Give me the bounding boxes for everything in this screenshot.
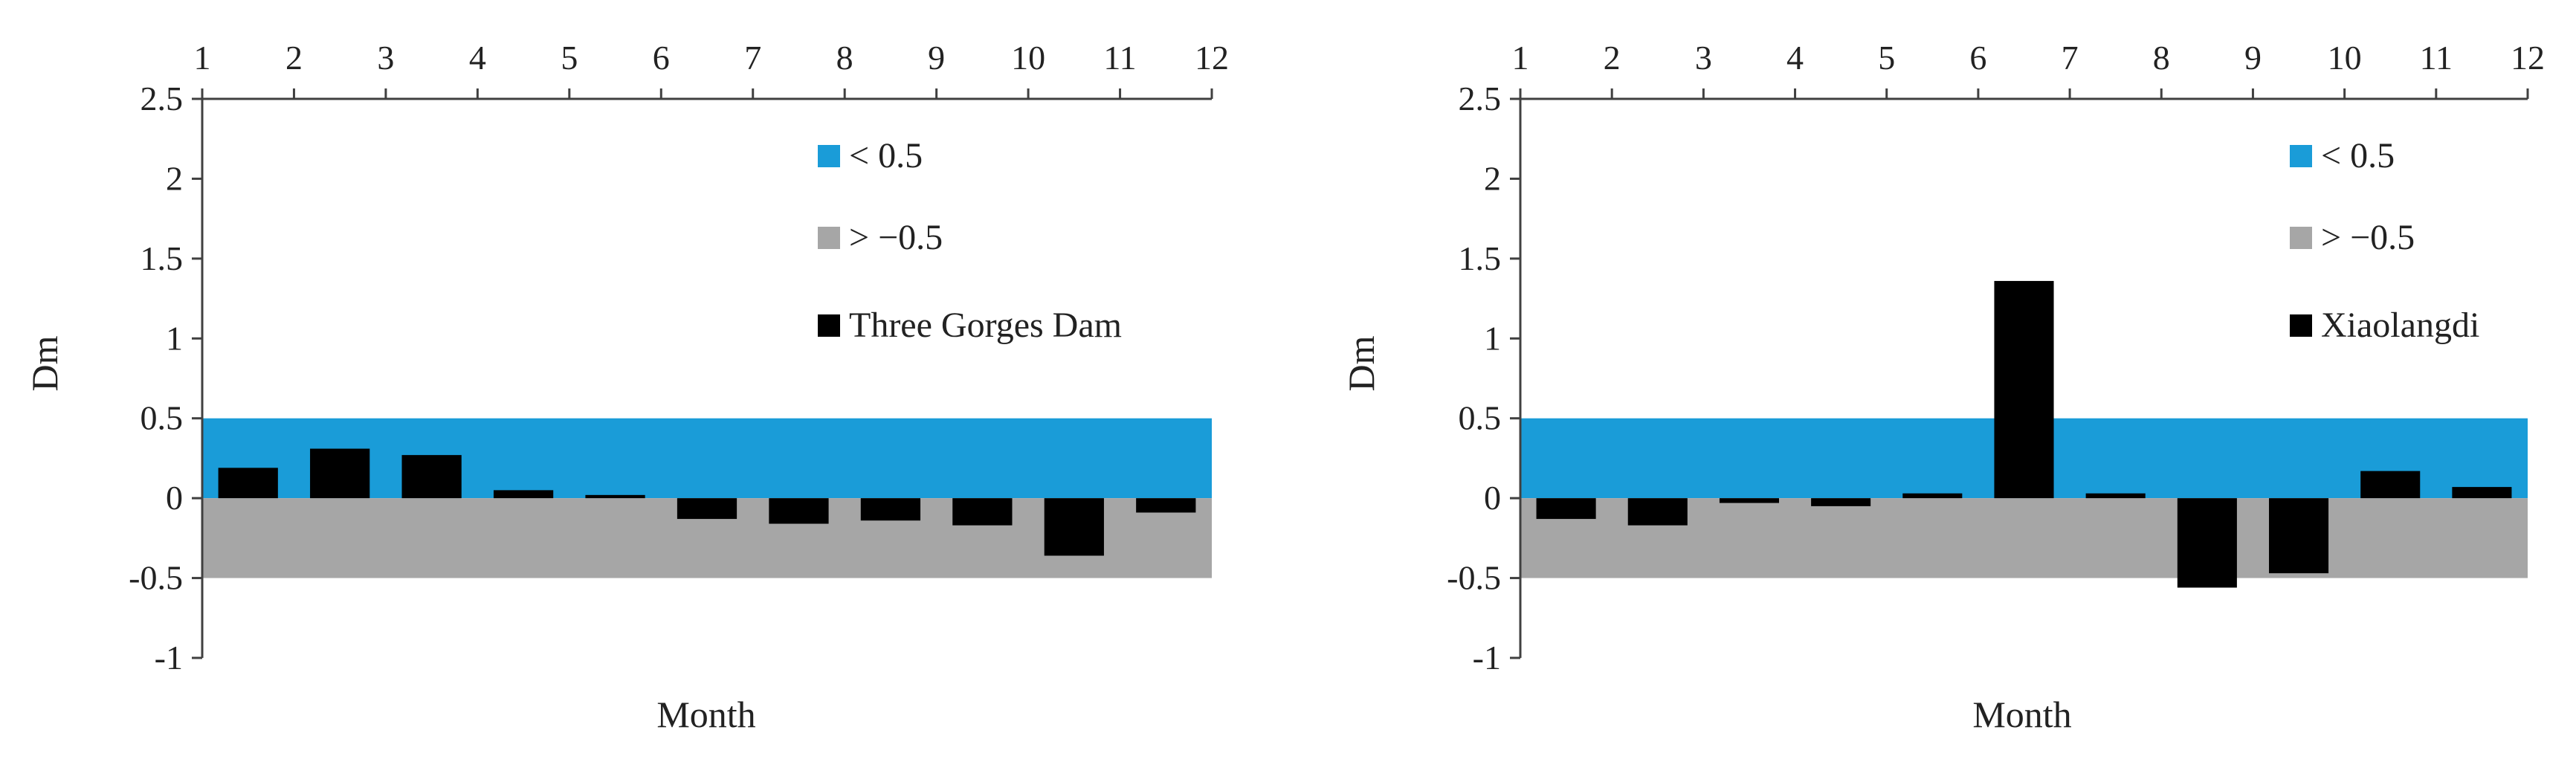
x-tick-label: 11: [2420, 39, 2453, 77]
x-tick-label: 7: [2062, 39, 2079, 77]
legend-swatch: [2290, 227, 2312, 249]
y-tick-label: 2: [1484, 159, 1501, 197]
legend-swatch: [2290, 145, 2312, 167]
y-tick-label: 2.5: [1459, 80, 1502, 117]
bar-month-4: [493, 490, 554, 499]
x-tick-label: 9: [2244, 39, 2262, 77]
x-tick-label: 4: [469, 39, 486, 77]
legend-swatch: [818, 145, 840, 167]
bar-month-2: [310, 448, 370, 499]
bar-month-6: [677, 498, 737, 520]
bar-month-9: [952, 498, 1013, 526]
legend-entry-1: < 0.5: [818, 136, 923, 175]
x-tick-label: 3: [1695, 39, 1712, 77]
x-tick-label: 10: [2328, 39, 2362, 77]
bar-month-7: [2085, 493, 2146, 499]
bar-month-3: [1719, 498, 1779, 503]
x-tick-label: 1: [1512, 39, 1529, 77]
chart-panel-1: 2.521.510.50-0.5-11 2 3 4 5 6 7 8 9 10 11 12DmMonth…: [24, 39, 1229, 735]
x-tick-label: 12: [1195, 39, 1229, 77]
y-tick-label: 1: [1484, 319, 1501, 357]
x-tick-label: 11: [1103, 39, 1136, 77]
bar-month-2: [1627, 498, 1688, 526]
y-tick-label: -0.5: [1447, 559, 1501, 597]
y-tick-label: 2: [166, 159, 183, 197]
legend-entry-3: Three Gorges Dam: [818, 306, 1122, 345]
bar-month-1: [1536, 498, 1596, 520]
legend-entry-3: Xiaolangdi: [2290, 306, 2479, 345]
x-tick-label: 6: [1969, 39, 1986, 77]
legend-entry-2: > −0.5: [2290, 218, 2415, 257]
legend-label: > −0.5: [2321, 218, 2415, 257]
bar-month-4: [1811, 498, 1871, 506]
y-tick-label: 0.5: [1459, 399, 1502, 437]
bar-month-5: [1902, 493, 1963, 499]
x-tick-label: 10: [1011, 39, 1045, 77]
band-above-neg-0-5: [1520, 498, 2528, 578]
x-axis-title: Month: [656, 694, 755, 735]
legend-swatch: [818, 227, 840, 249]
bar-month-8: [860, 498, 921, 521]
x-tick-label: 5: [561, 39, 578, 77]
y-tick-label: 0.5: [141, 399, 184, 437]
legend-label: > −0.5: [849, 218, 943, 257]
legend-entry-1: < 0.5: [2290, 136, 2395, 175]
legend-label: < 0.5: [849, 136, 923, 175]
x-tick-label: 2: [1604, 39, 1621, 77]
bar-month-11: [1136, 498, 1196, 513]
x-tick-label: 8: [2153, 39, 2170, 77]
y-tick-label: 1.5: [1459, 239, 1502, 277]
bar-month-6: [1994, 280, 2054, 499]
y-tick-label: 1: [166, 319, 183, 357]
legend-swatch: [818, 314, 840, 337]
x-tick-label: 6: [653, 39, 670, 77]
x-tick-label: 7: [744, 39, 761, 77]
legend-swatch: [2290, 314, 2312, 337]
bar-month-8: [2177, 498, 2237, 588]
y-tick-label: 1.5: [141, 239, 184, 277]
y-tick-label: -0.5: [129, 559, 183, 597]
x-tick-label: 9: [928, 39, 945, 77]
x-axis-title: Month: [1972, 694, 2071, 735]
y-axis-title: Dm: [1340, 335, 1382, 391]
y-tick-label: 0: [166, 479, 183, 517]
bar-month-10: [1044, 498, 1104, 556]
y-tick-label: 2.5: [141, 80, 184, 117]
y-tick-label: -1: [1473, 639, 1501, 676]
bar-month-11: [2452, 487, 2512, 499]
x-tick-label: 8: [836, 39, 853, 77]
bar-month-1: [218, 468, 278, 499]
x-tick-label: 3: [377, 39, 394, 77]
y-tick-label: -1: [155, 639, 183, 676]
y-tick-label: 0: [1484, 479, 1501, 517]
legend-label: Three Gorges Dam: [849, 306, 1122, 345]
x-tick-label: 4: [1786, 39, 1804, 77]
bar-month-9: [2269, 498, 2329, 574]
chart-panel-2: 2.521.510.50-0.5-11 2 3 4 5 6 7 8 9 10 11 12DmMonth…: [1340, 39, 2545, 735]
x-tick-label: 5: [1878, 39, 1895, 77]
bar-month-5: [585, 494, 645, 499]
bar-month-10: [2360, 471, 2421, 499]
legend-label: Xiaolangdi: [2321, 306, 2479, 345]
x-tick-label: 12: [2511, 39, 2545, 77]
legend-entry-2: > −0.5: [818, 218, 943, 257]
band-below-0-5: [202, 418, 1212, 499]
legend-label: < 0.5: [2321, 136, 2395, 175]
bar-month-3: [401, 455, 462, 499]
x-tick-label: 2: [285, 39, 303, 77]
x-tick-label: 1: [194, 39, 211, 77]
y-axis-title: Dm: [24, 335, 65, 391]
bar-month-7: [769, 498, 829, 524]
